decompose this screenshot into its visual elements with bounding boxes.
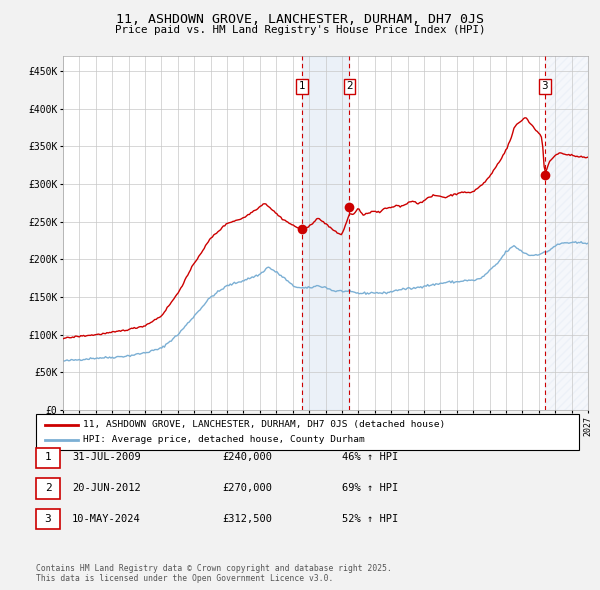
Text: 20-JUN-2012: 20-JUN-2012	[72, 483, 141, 493]
Text: 69% ↑ HPI: 69% ↑ HPI	[342, 483, 398, 493]
Text: £270,000: £270,000	[222, 483, 272, 493]
Text: Price paid vs. HM Land Registry's House Price Index (HPI): Price paid vs. HM Land Registry's House …	[115, 25, 485, 35]
Bar	[302, 56, 349, 410]
Text: 11, ASHDOWN GROVE, LANCHESTER, DURHAM, DH7 0JS: 11, ASHDOWN GROVE, LANCHESTER, DURHAM, D…	[116, 13, 484, 26]
Text: 2: 2	[44, 483, 52, 493]
Text: 3: 3	[541, 81, 548, 91]
Text: 52% ↑ HPI: 52% ↑ HPI	[342, 514, 398, 523]
Text: HPI: Average price, detached house, County Durham: HPI: Average price, detached house, Coun…	[83, 435, 365, 444]
Text: £240,000: £240,000	[222, 453, 272, 462]
Text: 46% ↑ HPI: 46% ↑ HPI	[342, 453, 398, 462]
Text: £312,500: £312,500	[222, 514, 272, 523]
Text: Contains HM Land Registry data © Crown copyright and database right 2025.
This d: Contains HM Land Registry data © Crown c…	[36, 563, 392, 583]
Text: 1: 1	[44, 453, 52, 462]
Text: 31-JUL-2009: 31-JUL-2009	[72, 453, 141, 462]
Text: 2: 2	[346, 81, 353, 91]
Text: 1: 1	[299, 81, 305, 91]
Text: 11, ASHDOWN GROVE, LANCHESTER, DURHAM, DH7 0JS (detached house): 11, ASHDOWN GROVE, LANCHESTER, DURHAM, D…	[83, 420, 445, 430]
Text: 3: 3	[44, 514, 52, 523]
Bar	[545, 56, 588, 410]
Text: 10-MAY-2024: 10-MAY-2024	[72, 514, 141, 523]
